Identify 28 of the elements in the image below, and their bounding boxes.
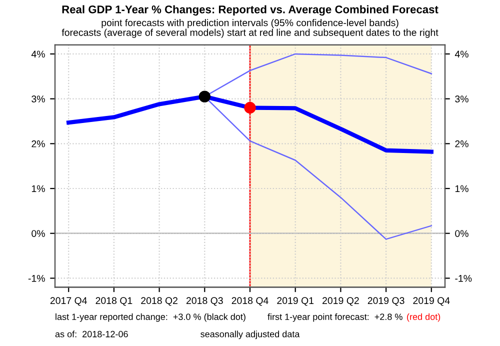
y2-tick-label: 2% bbox=[455, 140, 468, 148]
y-tick-label: 1% bbox=[32, 185, 45, 192]
y-tick-label: 3% bbox=[32, 96, 45, 102]
chart-subtitle: point forecasts with prediction intervals (95% confidence-level bands) forecasts (average of several models) start at red line and subsequent dates to the right bbox=[62, 19, 438, 38]
x-tick-label: 2018 Q4 bbox=[232, 297, 268, 306]
x-tick-label: 2018 Q3 bbox=[186, 297, 223, 306]
y-tick-label: -1% bbox=[28, 274, 45, 282]
y2-tick-label: 0% bbox=[455, 230, 468, 237]
text: last 1-year reported change: +3.0 % (black dot) bbox=[56, 313, 246, 322]
text: as of: 2018-12-06 bbox=[55, 330, 128, 338]
x-tick-label: 2018 Q2 bbox=[141, 297, 178, 306]
y-tick-label: 2% bbox=[32, 140, 45, 148]
x-tick-label: 2017 Q4 bbox=[50, 297, 87, 306]
y2-tick-label: 3% bbox=[455, 96, 468, 102]
x-tick-label: 2018 Q1 bbox=[96, 297, 132, 306]
y-tick-label: 4% bbox=[31, 50, 45, 58]
y2-tick-label: 1% bbox=[455, 185, 468, 192]
text: seasonally adjusted data bbox=[200, 330, 300, 340]
y-tick-label: 0% bbox=[32, 230, 45, 237]
x-tick-label: 2019 Q3 bbox=[368, 297, 404, 306]
y2-tick-label: 4% bbox=[454, 50, 468, 58]
x-tick-label: 2019 Q2 bbox=[322, 297, 359, 306]
text: first 1-year point forecast: +2.8 % bbox=[268, 313, 402, 322]
x-tick-label: 2019 Q4 bbox=[413, 297, 450, 306]
y2-tick-label: -1% bbox=[455, 274, 472, 282]
text: (red dot) bbox=[407, 313, 440, 322]
x-tick-label: 2019 Q1 bbox=[277, 297, 314, 306]
chart-title: Real GDP 1-Year % Changes: Reported vs. Average Combined Forecast bbox=[62, 5, 438, 16]
